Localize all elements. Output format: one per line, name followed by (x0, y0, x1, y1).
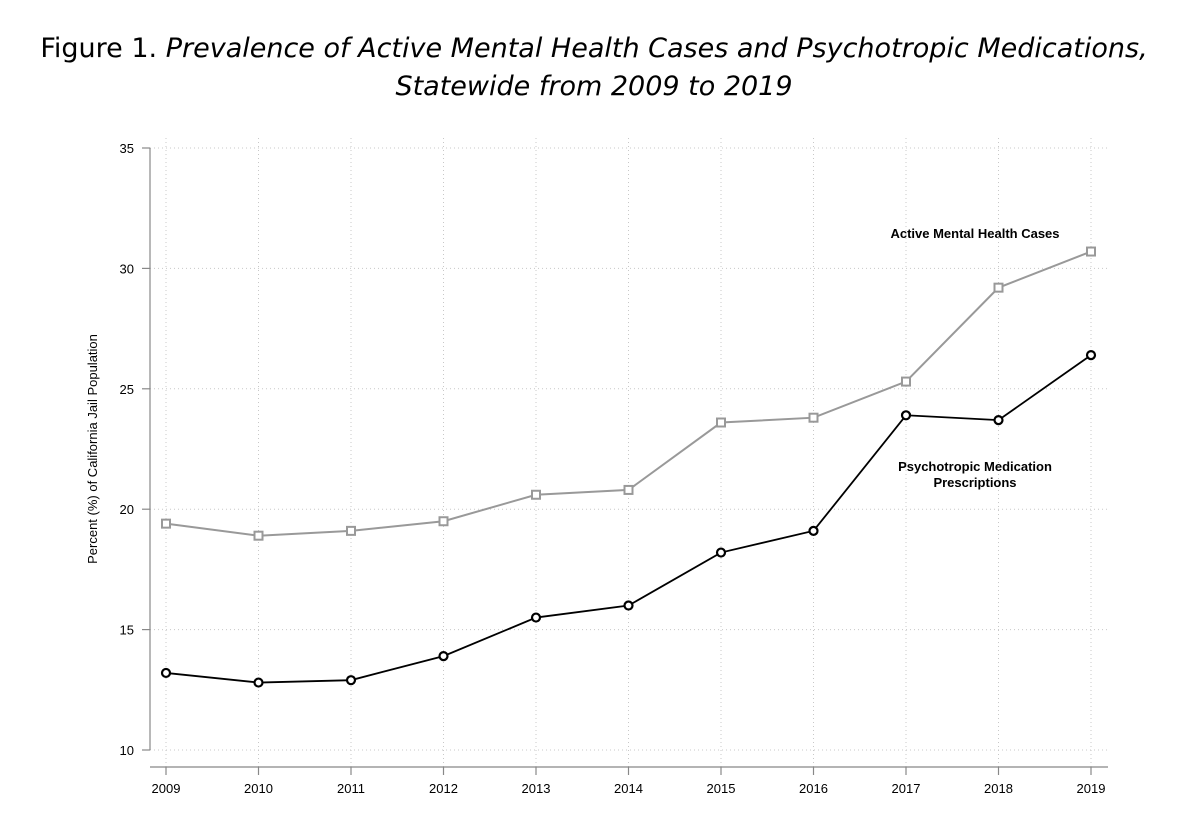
data-point (160, 667, 172, 679)
data-point (253, 677, 264, 688)
figure-title-line-1: Figure 1. Prevalence of Active Mental He… (0, 30, 1188, 68)
y-tick-label: 35 (120, 141, 134, 156)
y-tick-label: 15 (120, 623, 134, 638)
y-tick-label: 10 (120, 743, 134, 758)
data-point (715, 547, 727, 558)
y-tick-label: 25 (120, 382, 134, 397)
label-active-mental-health-cases: Active Mental Health Cases (890, 226, 1059, 241)
label-psychotropic-medication-prescriptions: Psychotropic Medication Prescriptions (898, 459, 1052, 490)
data-point (346, 525, 356, 536)
data-point (808, 525, 819, 536)
x-tick-label: 2016 (799, 781, 828, 796)
data-point (1085, 349, 1097, 361)
series-labels: Active Mental Health Cases Psychotropic M… (890, 226, 1059, 490)
x-tick-label: 2017 (892, 781, 921, 796)
data-point (530, 612, 542, 623)
data-point (993, 415, 1004, 426)
figure-title: Figure 1. Prevalence of Active Mental He… (0, 30, 1188, 106)
series-label-line: Psychotropic Medication (898, 459, 1052, 474)
x-tick-label: 2010 (244, 781, 273, 796)
figure-title-text-2: Statewide from 2009 to 2019 (395, 71, 793, 102)
x-tick-label: 2019 (1077, 781, 1106, 796)
x-tick-label: 2015 (707, 781, 736, 796)
data-point (345, 675, 357, 686)
x-tick-label: 2012 (429, 781, 458, 796)
data-point (438, 650, 449, 662)
data-point (993, 282, 1004, 293)
data-point (1086, 246, 1096, 257)
x-tick-label: 2014 (614, 781, 643, 796)
data-point (531, 489, 541, 500)
y-axis-title: Percent (%) of California Jail Populatio… (85, 334, 100, 564)
series-group (160, 246, 1097, 688)
x-tick-label: 2013 (522, 781, 551, 796)
x-tick-label: 2009 (152, 781, 181, 796)
figure-title-text-1: Prevalence of Active Mental Health Cases… (165, 33, 1148, 64)
data-point (901, 376, 911, 387)
y-tick-label: 20 (120, 502, 134, 517)
y-tick-label: 30 (120, 261, 134, 276)
figure-number: Figure 1. (40, 33, 158, 64)
series-label-line: Active Mental Health Cases (890, 226, 1059, 241)
data-point (716, 417, 726, 428)
data-point (623, 600, 634, 611)
data-point (438, 516, 449, 527)
data-point (623, 484, 634, 495)
series-psychotropic-medication-prescriptions (160, 349, 1097, 688)
data-point (900, 410, 912, 421)
data-point (808, 412, 819, 423)
data-point (253, 530, 264, 541)
series-active-mental-health-cases (161, 246, 1096, 541)
axes: 10 15 20 25 30 35 2009 2010 2011 2012 2013 2014 2015… (85, 141, 1108, 796)
x-tick-label: 2011 (337, 781, 365, 796)
x-tick-label: 2018 (984, 781, 1013, 796)
series-label-line: Prescriptions (933, 475, 1016, 490)
data-point (161, 518, 171, 529)
grid-lines (150, 138, 1108, 767)
